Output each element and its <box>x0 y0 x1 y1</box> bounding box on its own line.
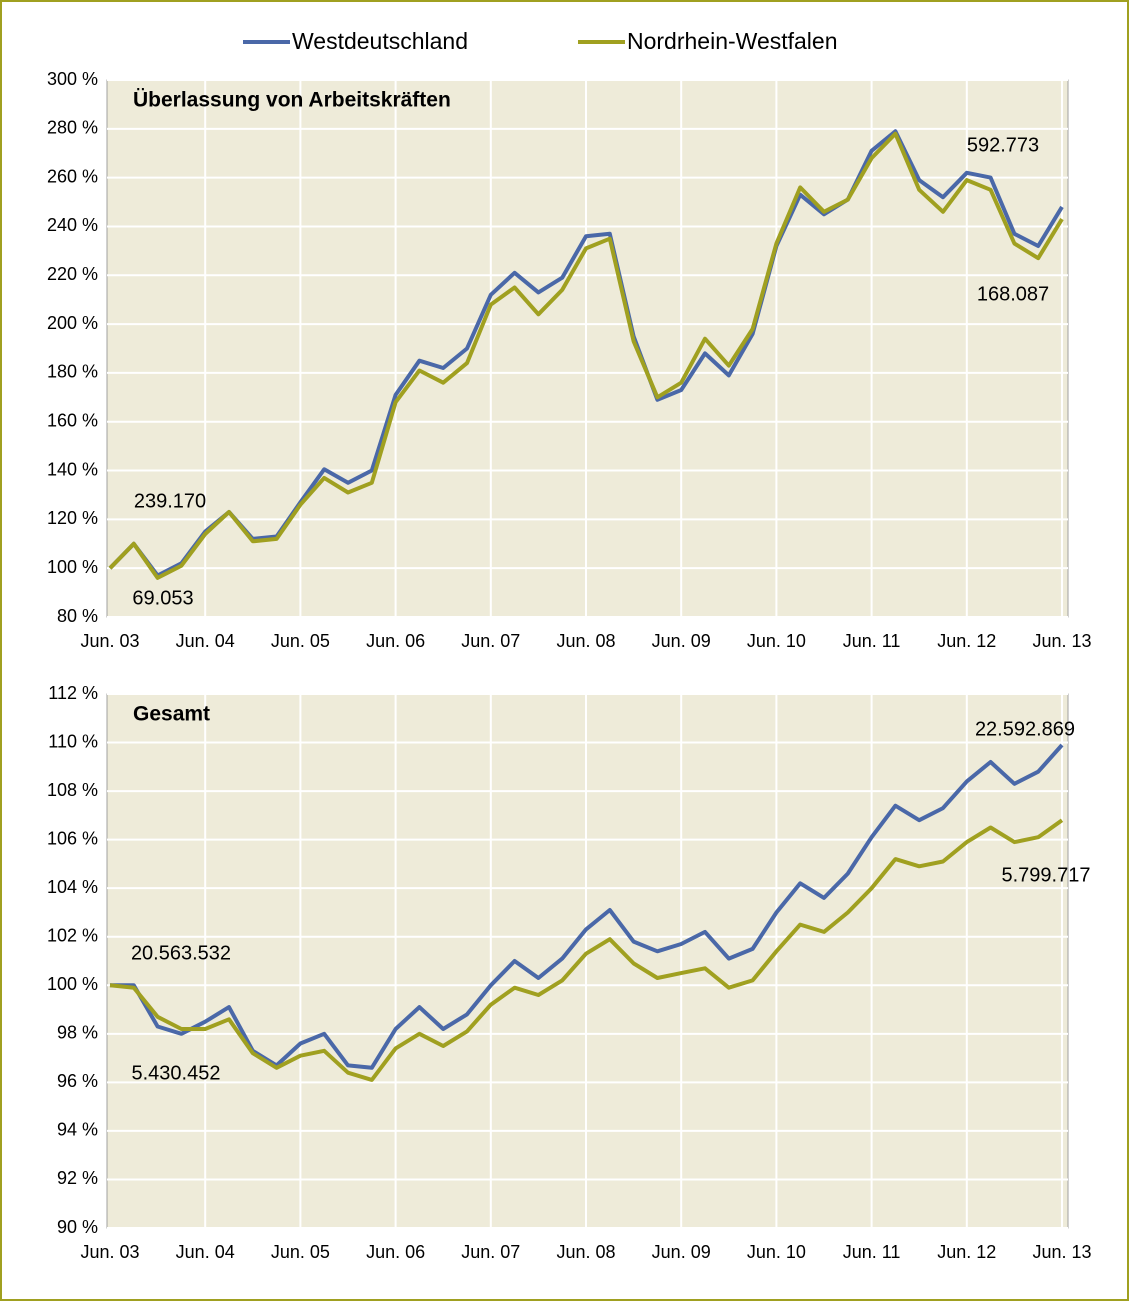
x-tick-label: Jun. 05 <box>271 631 330 651</box>
plot-area <box>106 79 1069 618</box>
x-tick-label: Jun. 10 <box>747 631 806 651</box>
x-tick-label: Jun. 07 <box>461 1242 520 1262</box>
annotation: 20.563.532 <box>131 942 231 964</box>
x-tick-label: Jun. 04 <box>176 631 235 651</box>
x-tick-label: Jun. 05 <box>271 1242 330 1262</box>
y-tick-label: 92 % <box>57 1168 98 1188</box>
x-tick-label: Jun. 09 <box>652 631 711 651</box>
y-tick-label: 108 % <box>47 780 98 800</box>
annotation: 168.087 <box>977 283 1049 305</box>
y-tick-label: 104 % <box>47 877 98 897</box>
annotation: 22.592.869 <box>975 718 1075 740</box>
y-tick-label: 300 % <box>47 69 98 89</box>
y-tick-label: 94 % <box>57 1120 98 1140</box>
x-tick-label: Jun. 03 <box>80 1242 139 1262</box>
x-tick-label: Jun. 13 <box>1032 631 1091 651</box>
y-tick-label: 100 % <box>47 974 98 994</box>
x-tick-label: Jun. 12 <box>937 1242 996 1262</box>
y-tick-label: 260 % <box>47 166 98 186</box>
x-tick-label: Jun. 08 <box>556 631 615 651</box>
annotation: 5.799.717 <box>1002 864 1091 886</box>
x-tick-label: Jun. 13 <box>1032 1242 1091 1262</box>
y-tick-label: 220 % <box>47 264 98 284</box>
annotation: 239.170 <box>134 490 206 512</box>
plot-area <box>106 693 1069 1229</box>
legend-label: Westdeutschland <box>292 28 468 54</box>
x-tick-label: Jun. 07 <box>461 631 520 651</box>
y-tick-label: 102 % <box>47 925 98 945</box>
chart-title: Überlassung von Arbeitskräften <box>133 89 451 112</box>
series-line <box>109 818 1064 1082</box>
y-tick-label: 140 % <box>47 459 98 479</box>
x-tick-label: Jun. 04 <box>176 1242 235 1262</box>
y-tick-label: 106 % <box>47 828 98 848</box>
y-tick-label: 100 % <box>47 557 98 577</box>
y-tick-label: 180 % <box>47 362 98 382</box>
x-tick-label: Jun. 10 <box>747 1242 806 1262</box>
y-tick-label: 96 % <box>57 1071 98 1091</box>
x-tick-label: Jun. 08 <box>556 1242 615 1262</box>
x-tick-label: Jun. 11 <box>843 631 901 651</box>
x-tick-label: Jun. 06 <box>366 1242 425 1262</box>
y-tick-label: 280 % <box>47 118 98 138</box>
annotation: 69.053 <box>132 587 193 609</box>
x-tick-label: Jun. 11 <box>843 1242 901 1262</box>
y-tick-label: 80 % <box>57 606 98 626</box>
y-tick-label: 160 % <box>47 410 98 430</box>
chart-title: Gesamt <box>133 703 210 726</box>
annotation: 5.430.452 <box>132 1062 221 1084</box>
x-tick-label: Jun. 03 <box>80 631 139 651</box>
y-tick-label: 90 % <box>57 1217 98 1237</box>
y-tick-label: 120 % <box>47 508 98 528</box>
x-tick-label: Jun. 06 <box>366 631 425 651</box>
y-tick-label: 110 % <box>48 731 98 751</box>
legend-label: Nordrhein-Westfalen <box>627 28 838 54</box>
y-tick-label: 98 % <box>57 1023 98 1043</box>
x-tick-label: Jun. 09 <box>652 1242 711 1262</box>
x-tick-label: Jun. 12 <box>937 631 996 651</box>
annotation: 592.773 <box>967 134 1039 156</box>
y-tick-label: 112 % <box>48 683 98 703</box>
series-line <box>110 743 1064 1070</box>
y-tick-label: 200 % <box>47 313 98 333</box>
series-line <box>108 131 1064 580</box>
y-tick-label: 240 % <box>47 215 98 235</box>
